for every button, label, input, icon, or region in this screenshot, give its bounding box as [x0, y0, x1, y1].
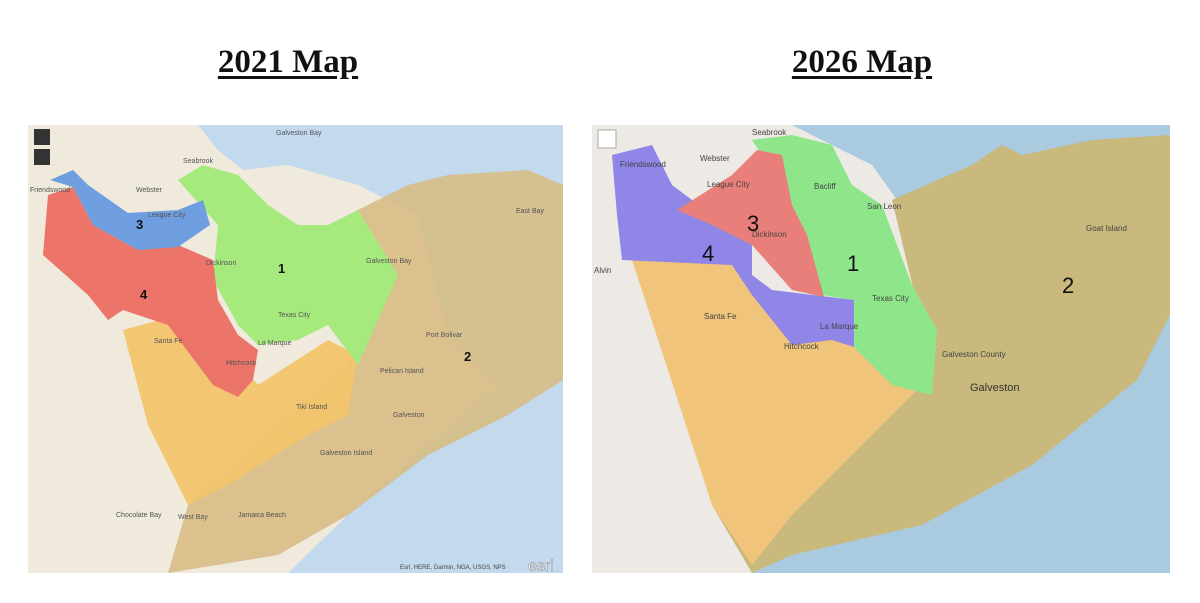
district-label: 3	[747, 211, 759, 236]
locate-button[interactable]	[34, 149, 50, 165]
district-label: 4	[702, 241, 714, 266]
place-label: Webster	[700, 154, 730, 163]
district-label: 2	[1062, 273, 1074, 298]
map-2021: 3 1 4 2 Galveston Bay Seabrook Friendswo…	[28, 125, 563, 573]
place-label: Webster	[136, 187, 163, 194]
place-label: Tiki Island	[296, 404, 327, 411]
place-label: Texas City	[278, 312, 311, 319]
place-label: Galveston Bay	[366, 258, 412, 265]
district-2-land	[123, 315, 358, 505]
district-1	[752, 135, 937, 395]
place-label: Pelican Island	[380, 368, 424, 375]
district-1	[178, 165, 398, 365]
place-label: Galveston County	[942, 350, 1006, 359]
map-title: 2021 Map	[217, 44, 359, 80]
place-label: Goat Island	[1086, 224, 1127, 233]
place-label: La Marque	[258, 340, 292, 347]
place-label: Texas City	[872, 294, 909, 303]
place-label: Galveston Bay	[276, 130, 322, 137]
place-label: Friendswood	[620, 160, 666, 169]
place-label: Galveston	[970, 382, 1020, 394]
place-label: La Marque	[820, 322, 859, 331]
district-label: 2	[464, 349, 471, 364]
district-2-land	[632, 255, 922, 565]
district-label: 1	[847, 251, 859, 276]
district-2	[168, 170, 563, 573]
district-3	[50, 170, 210, 250]
place-label: Dickinson	[752, 230, 787, 239]
place-label: Jamaica Beach	[238, 512, 286, 519]
place-label: Seabrook	[752, 128, 787, 137]
place-label: Santa Fe	[154, 338, 183, 345]
place-label: Dickinson	[206, 260, 236, 267]
district-label: 1	[278, 261, 285, 276]
place-label: Santa Fe	[704, 312, 737, 321]
district-label: 3	[136, 217, 143, 232]
place-label: West Bay	[178, 514, 208, 521]
place-label: League City	[707, 180, 750, 189]
district-4	[612, 145, 854, 347]
place-label: Alvin	[594, 266, 611, 275]
place-label: Hitchcock	[784, 342, 820, 351]
place-label: Port Bolivar	[426, 332, 463, 339]
home-button[interactable]	[597, 129, 617, 149]
map-title: 2026 Map	[791, 44, 933, 80]
place-label: Friendswood	[30, 187, 70, 194]
attribution: Esri, HERE, Garmin, NGA, USGS, NPS	[400, 565, 506, 571]
place-label: San Leon	[867, 202, 901, 211]
district-4	[43, 187, 258, 397]
esri-logo: esri	[528, 558, 554, 573]
place-label: East Bay	[516, 208, 545, 215]
district-label: 4	[140, 287, 148, 302]
district-3	[677, 150, 824, 297]
home-button[interactable]	[34, 129, 50, 145]
place-label: Seabrook	[183, 158, 213, 165]
place-label: Hitchcock	[226, 360, 257, 367]
place-label: League City	[148, 212, 186, 219]
map-2026: 3 1 4 2 Seabrook Friendswood Webster Lea…	[592, 125, 1170, 573]
place-label: Galveston	[393, 412, 425, 419]
place-label: Bacliff	[814, 182, 836, 191]
place-label: Chocolate Bay	[116, 512, 162, 519]
place-label: Galveston Island	[320, 450, 372, 457]
